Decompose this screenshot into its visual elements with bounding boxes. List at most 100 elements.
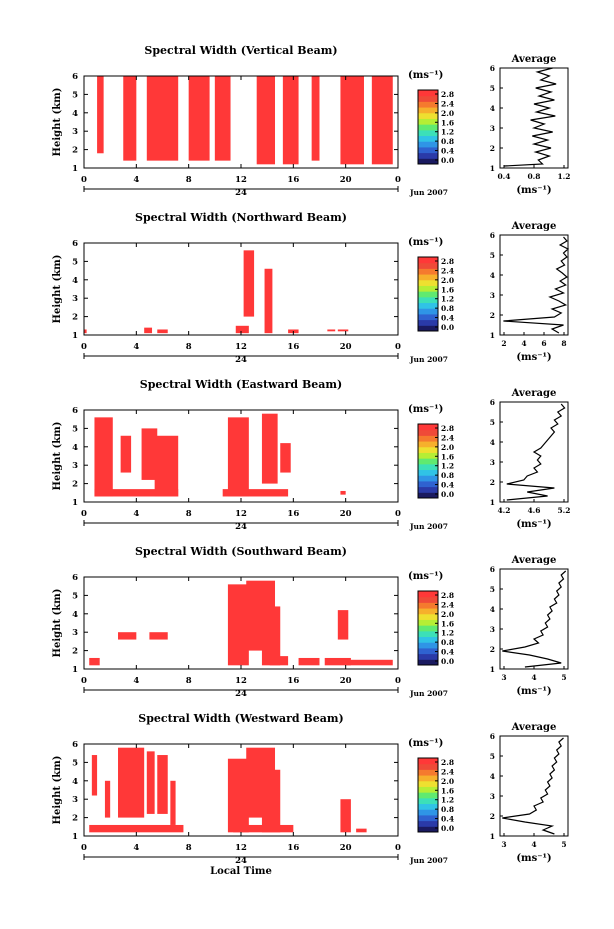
x-tick-label: 4	[133, 342, 139, 352]
y-tick-label: 2	[72, 313, 78, 323]
colorbar-segment	[418, 469, 438, 476]
colorbar-segment	[418, 486, 438, 493]
avg-x-tick-label: 4.2	[497, 506, 510, 515]
y-tick-label: 2	[72, 647, 78, 657]
heatmap-cell	[154, 435, 179, 497]
avg-y-tick-label: 3	[490, 458, 495, 467]
colorbar-segment	[418, 596, 438, 603]
heatmap-blocks	[84, 250, 349, 334]
heatmap-blocks	[89, 580, 393, 666]
colorbar-segment	[418, 458, 438, 465]
average-title: Average	[511, 221, 557, 232]
colorbar-tick-label: 1.2	[441, 462, 454, 471]
colorbar-segment	[418, 446, 438, 453]
day-label: 24	[235, 522, 247, 532]
colorbar-tick-label: 0.4	[441, 648, 454, 657]
x-tick-label: 8	[186, 175, 192, 185]
y-tick-label: 2	[72, 146, 78, 156]
colorbar-tick-label: 2.0	[441, 610, 454, 619]
colorbar-segment	[418, 285, 438, 292]
heatmap-cell	[89, 657, 100, 666]
x-tick-label: 0	[395, 843, 401, 853]
y-tick-label: 6	[72, 406, 78, 416]
colorbar-tick-label: 0.8	[441, 805, 454, 814]
colorbar-segment	[418, 642, 438, 649]
average-profile-line	[504, 67, 557, 167]
colorbar-segment	[418, 797, 438, 805]
x-axis-label: Local Time	[210, 866, 272, 877]
y-tick-label: 6	[72, 72, 78, 82]
date-label: Jun 2007	[409, 856, 448, 865]
colorbar-tick-label: 0.0	[441, 657, 454, 666]
x-tick-label: 20	[340, 509, 352, 519]
y-tick-label: 5	[72, 257, 78, 267]
avg-y-tick-label: 1	[490, 832, 495, 841]
x-tick-label: 0	[395, 509, 401, 519]
colorbar-segment	[418, 786, 438, 793]
heatmap-cell	[340, 799, 351, 833]
colorbar-tick-label: 1.2	[441, 629, 454, 638]
colorbar-tick-label: 0.8	[441, 638, 454, 647]
average-title: Average	[511, 388, 557, 399]
avg-y-tick-label: 5	[490, 752, 495, 761]
colorbar-tick-label: 0.0	[441, 824, 454, 833]
heatmap-cell	[188, 76, 210, 161]
colorbar-segment	[418, 780, 438, 787]
x-tick-label: 0	[395, 676, 401, 686]
y-axis-label: Height (km)	[52, 756, 63, 825]
panel-4: Spectral Width (Westward Beam)123456Heig…	[52, 712, 569, 877]
colorbar-segment	[418, 279, 438, 286]
colorbar-segment	[418, 308, 438, 315]
avg-y-tick-label: 6	[490, 231, 495, 240]
colorbar-tick-label: 2.0	[441, 276, 454, 285]
colorbar-tick-label: 0.0	[441, 490, 454, 499]
colorbar-tick-label: 1.2	[441, 295, 454, 304]
x-tick-label: 0	[395, 175, 401, 185]
colorbar-segment	[418, 435, 438, 442]
panel-3: Spectral Width (Southward Beam)123456Hei…	[52, 545, 569, 699]
avg-y-tick-label: 3	[490, 291, 495, 300]
heatmap-cell	[269, 656, 289, 666]
colorbar-tick-label: 2.8	[441, 257, 454, 266]
y-tick-label: 5	[72, 90, 78, 100]
colorbar-segment	[418, 124, 438, 131]
colorbar-segment	[418, 602, 438, 609]
colorbar-frame	[417, 423, 439, 499]
panel-0: Spectral Width (Vertical Beam)123456Heig…	[52, 44, 571, 198]
avg-y-tick-label: 4	[490, 104, 495, 113]
colorbar-segment	[418, 636, 438, 643]
avg-y-tick-label: 1	[490, 164, 495, 173]
average-profile-line	[503, 236, 570, 334]
heatmap-cell	[94, 417, 113, 497]
colorbar-tick-label: 2.4	[441, 433, 454, 442]
colorbar-tick-label: 0.8	[441, 137, 454, 146]
x-tick-label: 16	[287, 843, 299, 853]
avg-y-tick-label: 3	[490, 792, 495, 801]
colorbar-tick-label: 2.4	[441, 266, 454, 275]
colorbar-frame	[417, 89, 439, 165]
colorbar-tick-label: 1.6	[441, 285, 454, 294]
colorbar-segment	[418, 492, 438, 499]
day-label: 24	[235, 689, 247, 699]
avg-y-tick-label: 2	[490, 144, 495, 153]
y-tick-label: 4	[72, 276, 78, 286]
colorbar-segment	[418, 296, 438, 304]
heatmap-cell	[97, 76, 104, 154]
avg-x-tick-label: 2	[501, 339, 506, 348]
colorbar-tick-label: 1.6	[441, 786, 454, 795]
panel-title: Spectral Width (Eastward Beam)	[140, 378, 342, 391]
x-tick-label: 12	[235, 676, 247, 686]
panel-2: Spectral Width (Eastward Beam)123456Heig…	[52, 378, 571, 532]
x-tick-label: 0	[81, 676, 87, 686]
heatmap-cell	[356, 828, 367, 833]
heatmap-blocks	[97, 76, 393, 165]
y-tick-label: 2	[72, 814, 78, 824]
colorbar-tick-label: 2.4	[441, 767, 454, 776]
avg-y-tick-label: 5	[490, 251, 495, 260]
avg-y-tick-label: 2	[490, 645, 495, 654]
heatmap-cell	[340, 490, 346, 495]
colorbar-tick-label: 2.0	[441, 777, 454, 786]
colorbar-unit: (ms⁻¹)	[408, 571, 443, 582]
avg-unit-label: (ms⁻¹)	[516, 352, 551, 363]
colorbar-tick-label: 2.8	[441, 424, 454, 433]
